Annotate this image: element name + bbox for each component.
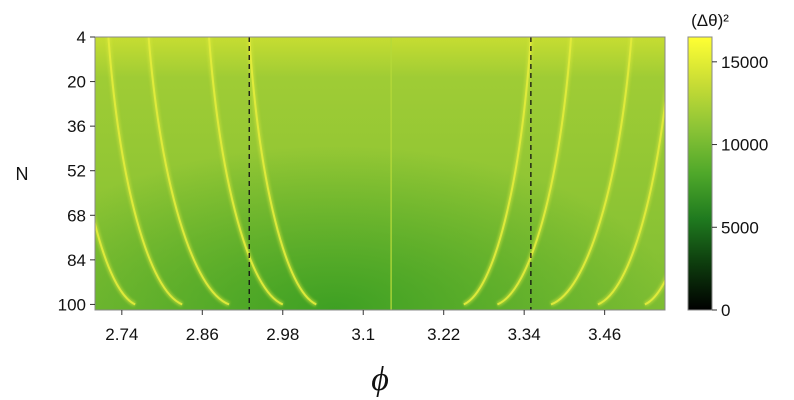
- ridge-left-5: [95, 220, 136, 306]
- x-tick-label: 3.1: [351, 325, 375, 344]
- plot-area: [94, 36, 666, 311]
- colorbar: 0 5000 10000 15000 (Δθ)²: [687, 11, 768, 320]
- x-tick-label: 3.46: [588, 325, 621, 344]
- ridge-left-2: [208, 37, 284, 306]
- ridge-right-5: [644, 278, 665, 306]
- plot-frame: [94, 36, 666, 311]
- y-tick-label: 4: [77, 28, 86, 47]
- colorbar-ticks: 0 5000 10000 15000: [712, 53, 768, 320]
- x-axis: 2.74 2.86 2.98 3.1 3.22 3.34 3.46: [105, 310, 621, 344]
- center-dark-region: [95, 37, 665, 310]
- x-tick-label: 3.22: [427, 325, 460, 344]
- ridge-left-3: [147, 37, 230, 306]
- y-axis: 4 20 36 52 68 84 100: [58, 28, 95, 314]
- ridge-left-4: [107, 37, 183, 306]
- colorbar-gradient: [687, 36, 713, 311]
- y-tick-label: 84: [67, 251, 86, 270]
- colorbar-label: (Δθ)²: [691, 11, 729, 30]
- ridge-left-1: [248, 37, 317, 306]
- x-axis-label: ϕ: [371, 361, 389, 398]
- ridge-right-3: [550, 37, 633, 306]
- y-tick-label: 68: [67, 206, 86, 225]
- y-tick-label: 36: [67, 117, 86, 136]
- y-tick-label: 100: [58, 295, 86, 314]
- heatmap-shading: [95, 37, 665, 310]
- y-tick-label: 20: [67, 73, 86, 92]
- colorbar-tick-label: 5000: [721, 218, 759, 237]
- y-axis-label: N: [16, 164, 29, 184]
- colorbar-tick-label: 15000: [721, 53, 768, 72]
- y-tick-label: 52: [67, 162, 86, 181]
- ridge-right-1: [463, 37, 532, 306]
- colorbar-tick-label: 10000: [721, 136, 768, 155]
- ridge-right-4: [597, 95, 665, 306]
- x-tick-label: 2.74: [105, 325, 138, 344]
- ridge-right-2: [497, 37, 573, 306]
- x-tick-label: 2.98: [266, 325, 299, 344]
- x-tick-label: 2.86: [186, 325, 219, 344]
- x-tick-label: 3.34: [508, 325, 541, 344]
- colorbar-tick-label: 0: [721, 301, 730, 320]
- dashed-line-group: [248, 37, 532, 310]
- ridge-group: [95, 37, 665, 310]
